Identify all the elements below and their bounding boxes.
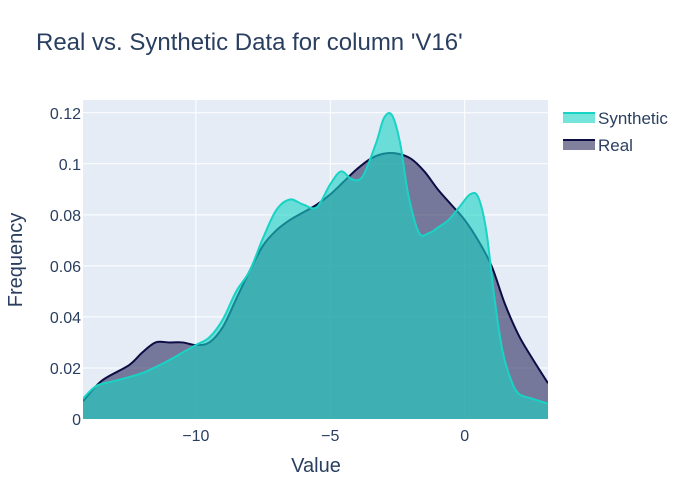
series-synthetic-area (83, 113, 548, 419)
legend-swatch (563, 140, 595, 150)
y-axis-title: Frequency (5, 213, 27, 308)
x-tick-label: 0 (460, 428, 469, 445)
series-synthetic-line (83, 112, 548, 405)
series-synthetic (83, 112, 548, 419)
legend-item-synthetic[interactable]: Synthetic (563, 109, 668, 128)
legend[interactable]: Synthetic Real (563, 109, 668, 155)
y-tick-label: 0.04 (50, 310, 81, 327)
x-tick-label: −10 (182, 428, 209, 445)
y-tick-label: 0.1 (59, 157, 81, 174)
legend-item-real[interactable]: Real (563, 136, 633, 155)
plot-area (83, 112, 548, 419)
y-axis: 0 0.02 0.04 0.06 0.08 0.1 0.12 (50, 106, 81, 429)
chart-title: Real vs. Synthetic Data for column 'V16' (36, 29, 463, 56)
y-tick-label: 0.08 (50, 208, 81, 225)
x-tick-label: −5 (321, 428, 339, 445)
legend-label: Real (598, 136, 633, 155)
y-tick-label: 0.06 (50, 259, 81, 276)
legend-label: Synthetic (598, 109, 668, 128)
legend-swatch (563, 113, 595, 123)
y-tick-label: 0.02 (50, 361, 81, 378)
y-tick-label: 0 (72, 412, 81, 429)
x-axis: −10 −5 0 (182, 428, 469, 445)
y-tick-label: 0.12 (50, 106, 81, 123)
x-axis-title: Value (291, 455, 341, 477)
